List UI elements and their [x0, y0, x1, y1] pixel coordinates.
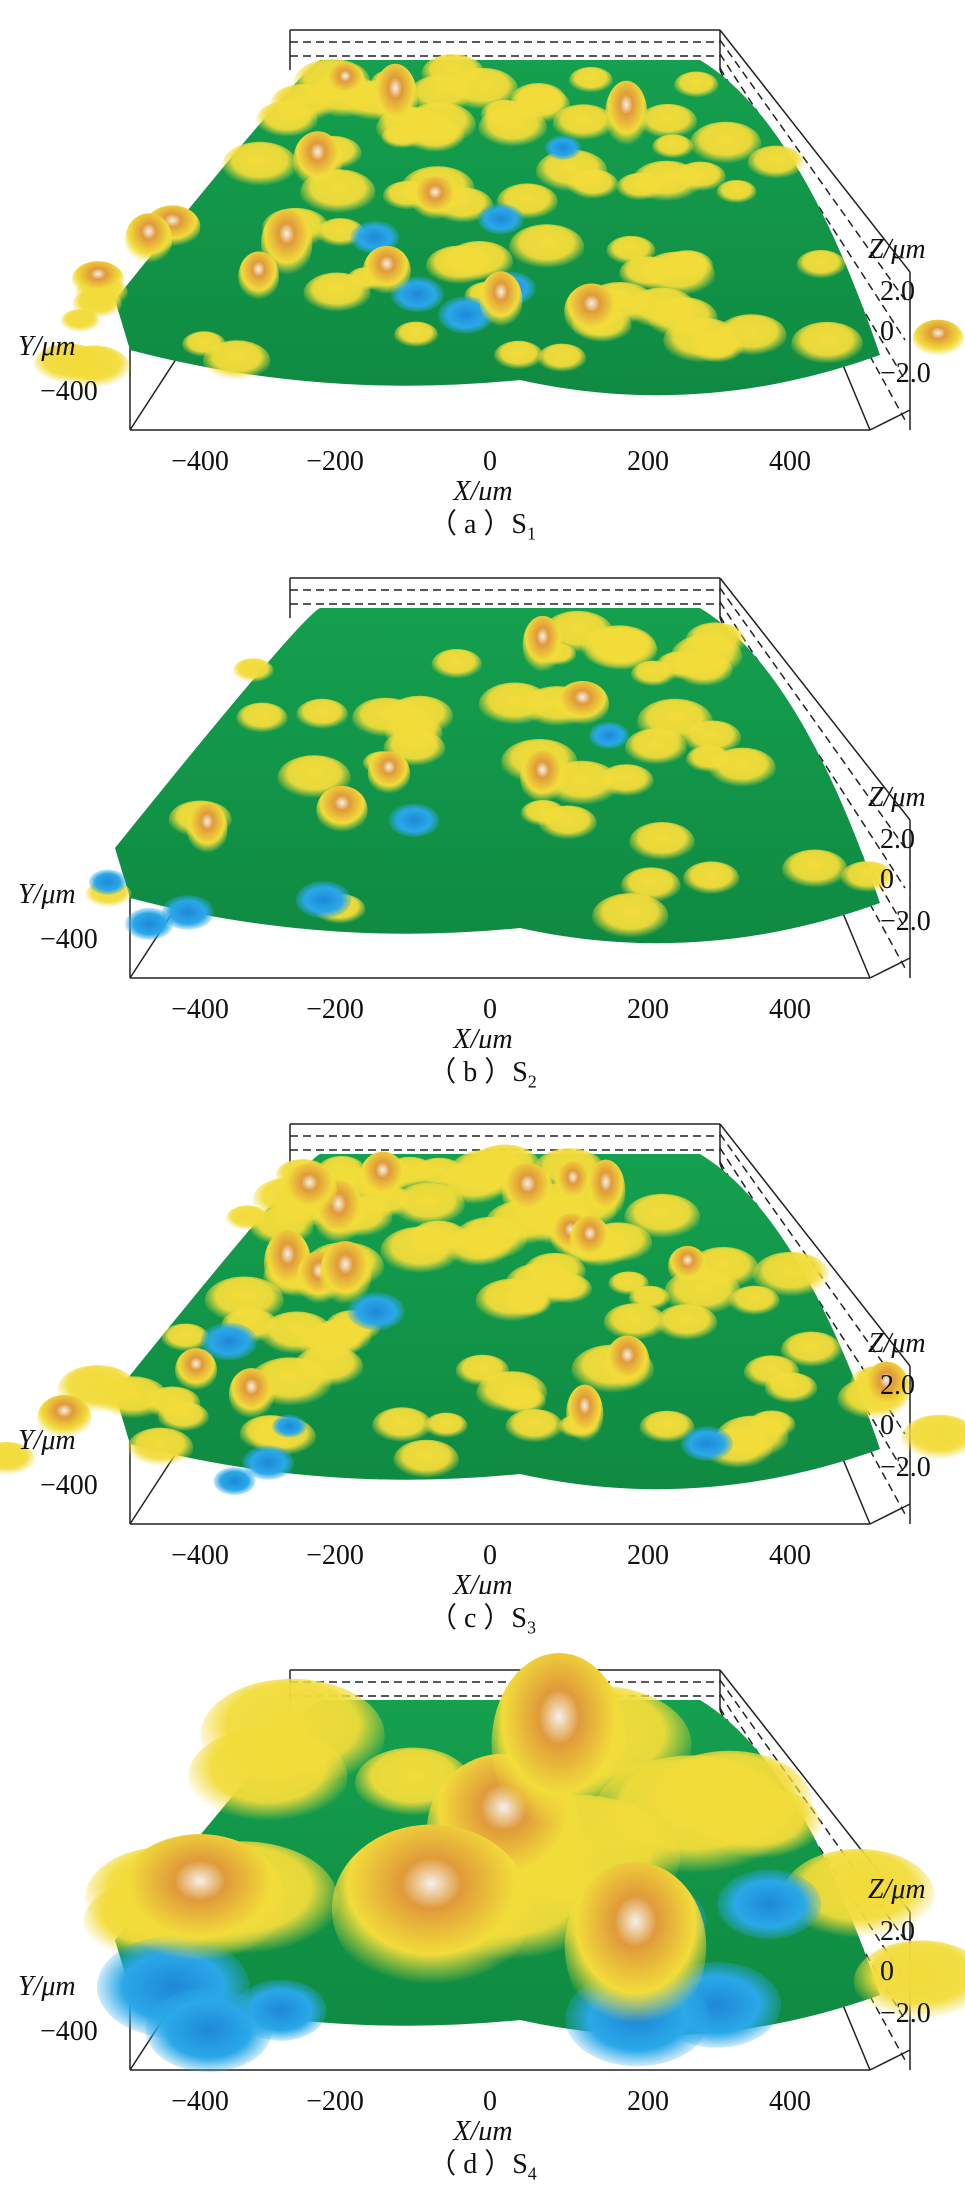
surface-mesh: [0, 1144, 965, 1496]
x-tick-label: −400: [171, 2086, 229, 2117]
surface-plot-1: −400 −200 0 200 400 X/μm Y/μm −400 Z/μm 2.0 0 −2.0: [18, 29, 964, 500]
x-tick-label: −200: [306, 994, 364, 1025]
x-tick-label: 0: [483, 994, 497, 1025]
x-axis-label: X/μm: [452, 2116, 512, 2140]
y-tick-label: −400: [40, 376, 98, 407]
caption-text: （ b ）S: [428, 1057, 528, 1088]
x-tick-label: −200: [306, 2086, 364, 2117]
x-tick-label: 200: [627, 446, 669, 477]
z-tick-label: −2.0: [880, 1998, 931, 2029]
surface-mesh: [34, 54, 964, 396]
x-tick-label: −200: [306, 446, 364, 477]
z-tick-label: 2.0: [880, 1370, 915, 1401]
panel-caption: （ c ）S3: [0, 1596, 965, 1639]
z-tick-label: 2.0: [880, 1916, 915, 1947]
panel-caption: （ d ）S4: [0, 2142, 965, 2185]
y-tick-label: −400: [40, 924, 98, 955]
surface-panel-3: −400 −200 0 200 400 X/μm Y/μm −400 Z/μm 2.0 0 −2.0 （…: [0, 1094, 965, 1638]
z-tick-label: 2.0: [880, 276, 915, 307]
surface-panel-1: −400 −200 0 200 400 X/μm Y/μm −400 Z/μm 2.0 0 −2.0 （…: [0, 0, 965, 544]
x-tick-label: −400: [171, 446, 229, 477]
x-tick-label: 400: [769, 2086, 811, 2117]
panel-caption: （ b ）S2: [0, 1050, 965, 1093]
surface-panel-4: −400 −200 0 200 400 X/μm Y/μm −400 Z/μm 2.0 0 −2.0 （…: [0, 1640, 965, 2184]
z-tick-label: 2.0: [880, 824, 915, 855]
caption-subscript: 4: [527, 2163, 537, 2184]
z-tick-label: 0: [880, 1410, 894, 1441]
x-tick-label: 200: [627, 994, 669, 1025]
x-tick-label: 200: [627, 2086, 669, 2117]
x-tick-label: 0: [483, 2086, 497, 2117]
y-axis-label: Y/μm: [18, 1425, 76, 1456]
surface-plot-3: −400 −200 0 200 400 X/μm Y/μm −400 Z/μm 2.0 0 −2.0: [0, 1123, 965, 1594]
y-tick-label: −400: [40, 2016, 98, 2047]
z-tick-label: 0: [880, 316, 894, 347]
z-axis-label: Z/μm: [868, 234, 926, 265]
y-axis-label: Y/μm: [18, 1971, 76, 2002]
surface-plot-4: −400 −200 0 200 400 X/μm Y/μm −400 Z/μm 2.0 0 −2.0: [18, 1652, 965, 2140]
x-axis-label: X/μm: [452, 1024, 512, 1048]
y-axis-label: Y/μm: [18, 331, 76, 362]
z-tick-label: 0: [880, 1956, 894, 1987]
x-axis-label: X/μm: [452, 476, 512, 500]
x-tick-label: −200: [306, 1540, 364, 1571]
caption-subscript: 2: [527, 1071, 537, 1092]
x-tick-label: 0: [483, 446, 497, 477]
surface-plot-2: −400 −200 0 200 400 X/μm Y/μm −400 Z/μm 2.0 0 −2.0: [18, 577, 931, 1048]
caption-subscript: 3: [527, 1617, 536, 1638]
caption-text: （ a ）S: [428, 509, 527, 540]
z-tick-label: −2.0: [880, 358, 931, 389]
z-axis-label: Z/μm: [868, 1328, 926, 1359]
caption-text: （ d ）S: [428, 2149, 528, 2180]
panel-caption: （ a ）S1: [0, 502, 965, 545]
x-tick-label: −400: [171, 994, 229, 1025]
x-tick-label: −400: [171, 1540, 229, 1571]
surface-panel-2: −400 −200 0 200 400 X/μm Y/μm −400 Z/μm 2.0 0 −2.0 （…: [0, 548, 965, 1092]
caption-text: （ c ）S: [428, 1603, 527, 1634]
x-tick-label: 200: [627, 1540, 669, 1571]
x-axis-label: X/μm: [452, 1570, 512, 1594]
x-tick-label: 400: [769, 994, 811, 1025]
z-tick-label: −2.0: [880, 1452, 931, 1483]
z-tick-label: −2.0: [880, 906, 931, 937]
caption-subscript: 1: [527, 523, 536, 544]
x-tick-label: 0: [483, 1540, 497, 1571]
surface-mesh: [85, 608, 894, 944]
z-axis-label: Z/μm: [868, 782, 926, 813]
z-axis-label: Z/μm: [868, 1874, 926, 1905]
surface-mesh: [83, 1652, 965, 2072]
z-tick-label: 0: [880, 864, 894, 895]
y-tick-label: −400: [40, 1470, 98, 1501]
x-tick-label: 400: [769, 1540, 811, 1571]
y-axis-label: Y/μm: [18, 879, 76, 910]
x-tick-label: 400: [769, 446, 811, 477]
